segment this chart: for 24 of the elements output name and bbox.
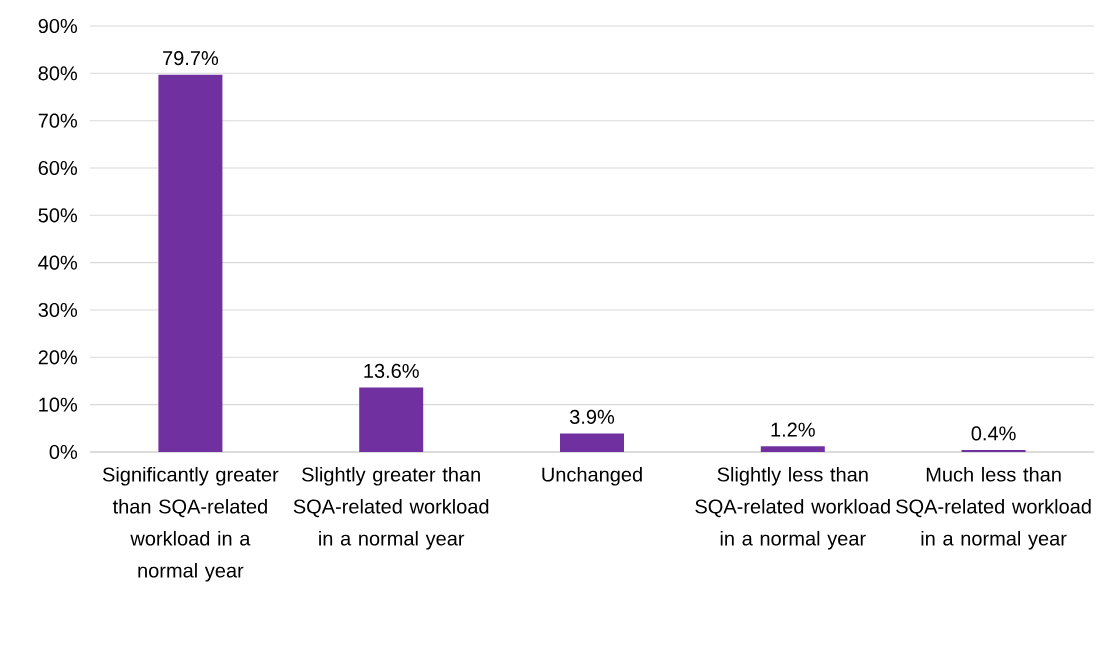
y-tick-label: 40%: [38, 255, 78, 270]
y-tick-label: 80%: [38, 66, 78, 81]
x-tick-label: Slightly less than SQA-related workload in a normal year: [695, 466, 890, 550]
y-tick-label: 90%: [38, 18, 78, 34]
y-tick-label: 0%: [49, 444, 78, 460]
data-label: 3.9%: [569, 409, 615, 424]
bar: [760, 446, 825, 452]
bar: [359, 387, 424, 452]
y-tick-label: 70%: [38, 113, 78, 128]
bar: [158, 74, 223, 452]
bar: [560, 433, 625, 452]
x-tick-label: Unchanged: [542, 466, 642, 486]
data-label: 79.7%: [163, 50, 219, 66]
data-label: 13.6%: [364, 363, 419, 379]
data-label: 0.4%: [971, 426, 1016, 441]
y-tick-label: 10%: [39, 397, 78, 412]
y-tick-label: 20%: [38, 350, 78, 365]
x-tick-label: Much less than SQA-related workload in a normal year: [896, 466, 1091, 550]
x-tick-label: Significantly greater than SQA-related workload in a normal year: [102, 466, 279, 582]
y-tick-label: 60%: [38, 160, 78, 176]
y-tick-label: 30%: [38, 302, 78, 318]
y-tick-label: 50%: [38, 208, 78, 223]
data-label: 1.2%: [771, 422, 815, 437]
x-tick-label: Slightly greater than SQA-related workload in a normal year: [293, 466, 489, 550]
